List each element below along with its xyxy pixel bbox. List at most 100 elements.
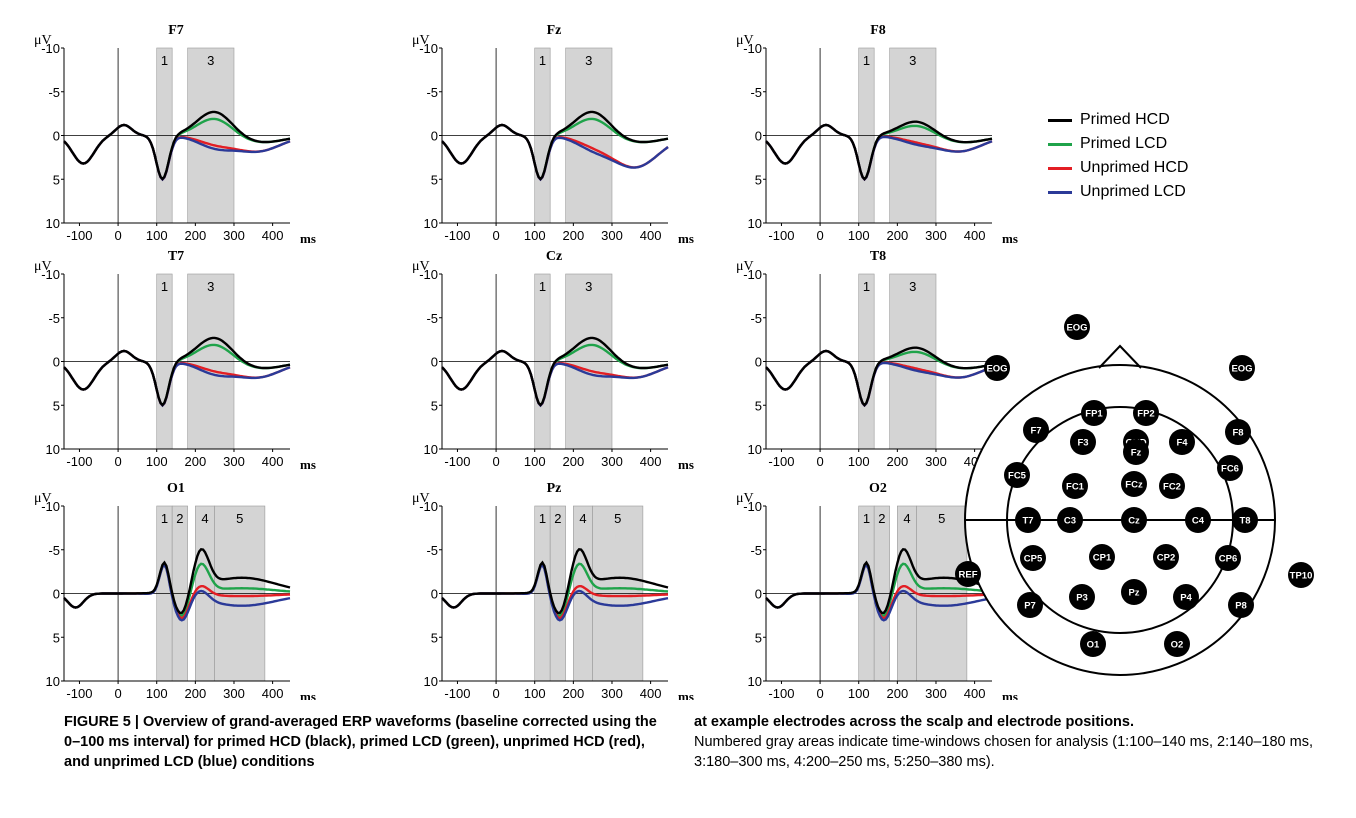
time-window-label: 3 xyxy=(207,53,214,68)
y-tick-label: 10 xyxy=(46,216,60,231)
y-tick-label: 0 xyxy=(53,355,60,370)
time-window-label: 2 xyxy=(176,511,183,526)
y-tick-label: -10 xyxy=(419,499,438,514)
erp-waveform xyxy=(765,346,993,407)
y-tick-label: 10 xyxy=(46,674,60,689)
electrode-dot xyxy=(1070,429,1096,455)
electrode-label: EOG xyxy=(986,364,1007,375)
x-tick-label: 400 xyxy=(640,228,662,243)
time-window-label: 1 xyxy=(539,511,546,526)
x-tick-label: 400 xyxy=(964,686,986,700)
time-window-label: 1 xyxy=(863,279,870,294)
x-tick-label: 400 xyxy=(262,686,284,700)
electrode-label: CP2 xyxy=(1157,553,1175,564)
figure-caption-right: at example electrodes across the scalp a… xyxy=(694,712,1344,772)
electrode-dot xyxy=(1023,417,1049,443)
erp-waveform xyxy=(63,349,291,408)
x-tick-label: 0 xyxy=(816,686,823,700)
electrode-dot xyxy=(1069,584,1095,610)
electrode-head-map: EOGEOGEOGFP1FP2GNDF7F3FzF4F8FC5FC1FCzFC2… xyxy=(955,314,1314,676)
electrode-title: T8 xyxy=(870,249,886,264)
y-axis-unit: μV xyxy=(34,259,52,274)
x-tick-label: 200 xyxy=(184,454,206,469)
electrode-dot xyxy=(1228,592,1254,618)
y-tick-label: 5 xyxy=(431,398,438,413)
x-tick-label: 400 xyxy=(640,686,662,700)
erp-panel: 1 3 -10 -5 0 5 10 -100 0 100 200 300 400 ms μV T7 xyxy=(34,249,316,472)
electrode-label: CP5 xyxy=(1024,554,1043,565)
y-tick-label: 0 xyxy=(755,355,762,370)
erp-waveform xyxy=(765,349,993,408)
y-axis-unit: μV xyxy=(34,33,52,48)
legend-label: Primed HCD xyxy=(1080,111,1170,128)
x-tick-label: 0 xyxy=(114,454,121,469)
caption-right-normal: Numbered gray areas indicate time-window… xyxy=(694,734,1313,770)
caption-right-bold: at example electrodes across the scalp a… xyxy=(694,714,1134,730)
x-tick-label: 200 xyxy=(886,686,908,700)
x-tick-label: -100 xyxy=(444,454,470,469)
y-axis-unit: μV xyxy=(736,491,754,506)
y-tick-label: 0 xyxy=(755,587,762,602)
electrode-dot xyxy=(1288,562,1314,588)
y-tick-label: -5 xyxy=(48,543,60,558)
y-axis-unit: μV xyxy=(736,33,754,48)
electrode-label: FC1 xyxy=(1066,482,1085,493)
electrode-label: F8 xyxy=(1232,428,1243,439)
y-tick-label: 10 xyxy=(424,216,438,231)
y-tick-label: 5 xyxy=(431,630,438,645)
electrode-label: CP1 xyxy=(1093,553,1112,564)
electrode-label: EOG xyxy=(1066,323,1087,334)
time-window-label: 1 xyxy=(161,53,168,68)
x-tick-label: 400 xyxy=(262,454,284,469)
erp-waveform xyxy=(63,336,291,407)
electrode-title: Cz xyxy=(546,249,562,264)
erp-panel: 1 3 -10 -5 0 5 10 -100 0 100 200 300 400 ms μV F7 xyxy=(34,23,316,246)
x-tick-label: 200 xyxy=(886,228,908,243)
legend-swatch xyxy=(1048,118,1072,122)
x-axis-unit: ms xyxy=(300,231,316,246)
x-tick-label: 100 xyxy=(146,454,168,469)
electrode-label: P3 xyxy=(1076,593,1088,604)
time-window-label: 2 xyxy=(878,511,885,526)
electrode-label: P8 xyxy=(1235,601,1247,612)
x-tick-label: 100 xyxy=(146,228,168,243)
electrode-title: T7 xyxy=(168,249,184,264)
electrode-title: Pz xyxy=(547,481,562,496)
x-tick-label: -100 xyxy=(66,686,92,700)
electrode-dot xyxy=(1169,429,1195,455)
x-tick-label: 0 xyxy=(492,686,499,700)
electrode-label: C3 xyxy=(1064,516,1076,527)
x-tick-label: 100 xyxy=(524,686,546,700)
electrode-dot xyxy=(1215,545,1241,571)
y-tick-label: -10 xyxy=(41,267,60,282)
y-tick-label: 10 xyxy=(424,674,438,689)
electrode-dot xyxy=(1225,419,1251,445)
legend-label: Primed LCD xyxy=(1080,135,1168,152)
time-window-label: 3 xyxy=(585,279,592,294)
electrode-dot xyxy=(1015,507,1041,533)
electrode-dot xyxy=(1123,439,1149,465)
x-axis-unit: ms xyxy=(1002,231,1018,246)
x-tick-label: 300 xyxy=(925,454,947,469)
x-tick-label: 100 xyxy=(848,228,870,243)
x-tick-label: 0 xyxy=(114,686,121,700)
y-tick-label: 0 xyxy=(53,129,60,144)
electrode-label: REF xyxy=(959,570,978,581)
electrode-dot xyxy=(1064,314,1090,340)
x-tick-label: -100 xyxy=(768,686,794,700)
x-axis-unit: ms xyxy=(1002,689,1018,700)
time-window-label: 5 xyxy=(938,511,945,526)
x-tick-label: 200 xyxy=(562,228,584,243)
legend-item: Unprimed HCD xyxy=(1048,156,1288,180)
electrode-dot xyxy=(1081,400,1107,426)
nose-icon xyxy=(1098,344,1142,369)
y-tick-label: -10 xyxy=(419,267,438,282)
x-tick-label: 300 xyxy=(601,228,623,243)
electrode-label: C4 xyxy=(1192,516,1205,527)
erp-panel: 1 2 4 5 -10 -5 0 5 10 -100 0 100 200 300 400 ms μV O2 xyxy=(736,481,1018,700)
electrode-label: FC2 xyxy=(1163,482,1181,493)
time-window-label: 1 xyxy=(161,511,168,526)
time-window-label: 3 xyxy=(909,53,916,68)
y-axis-unit: μV xyxy=(412,259,430,274)
